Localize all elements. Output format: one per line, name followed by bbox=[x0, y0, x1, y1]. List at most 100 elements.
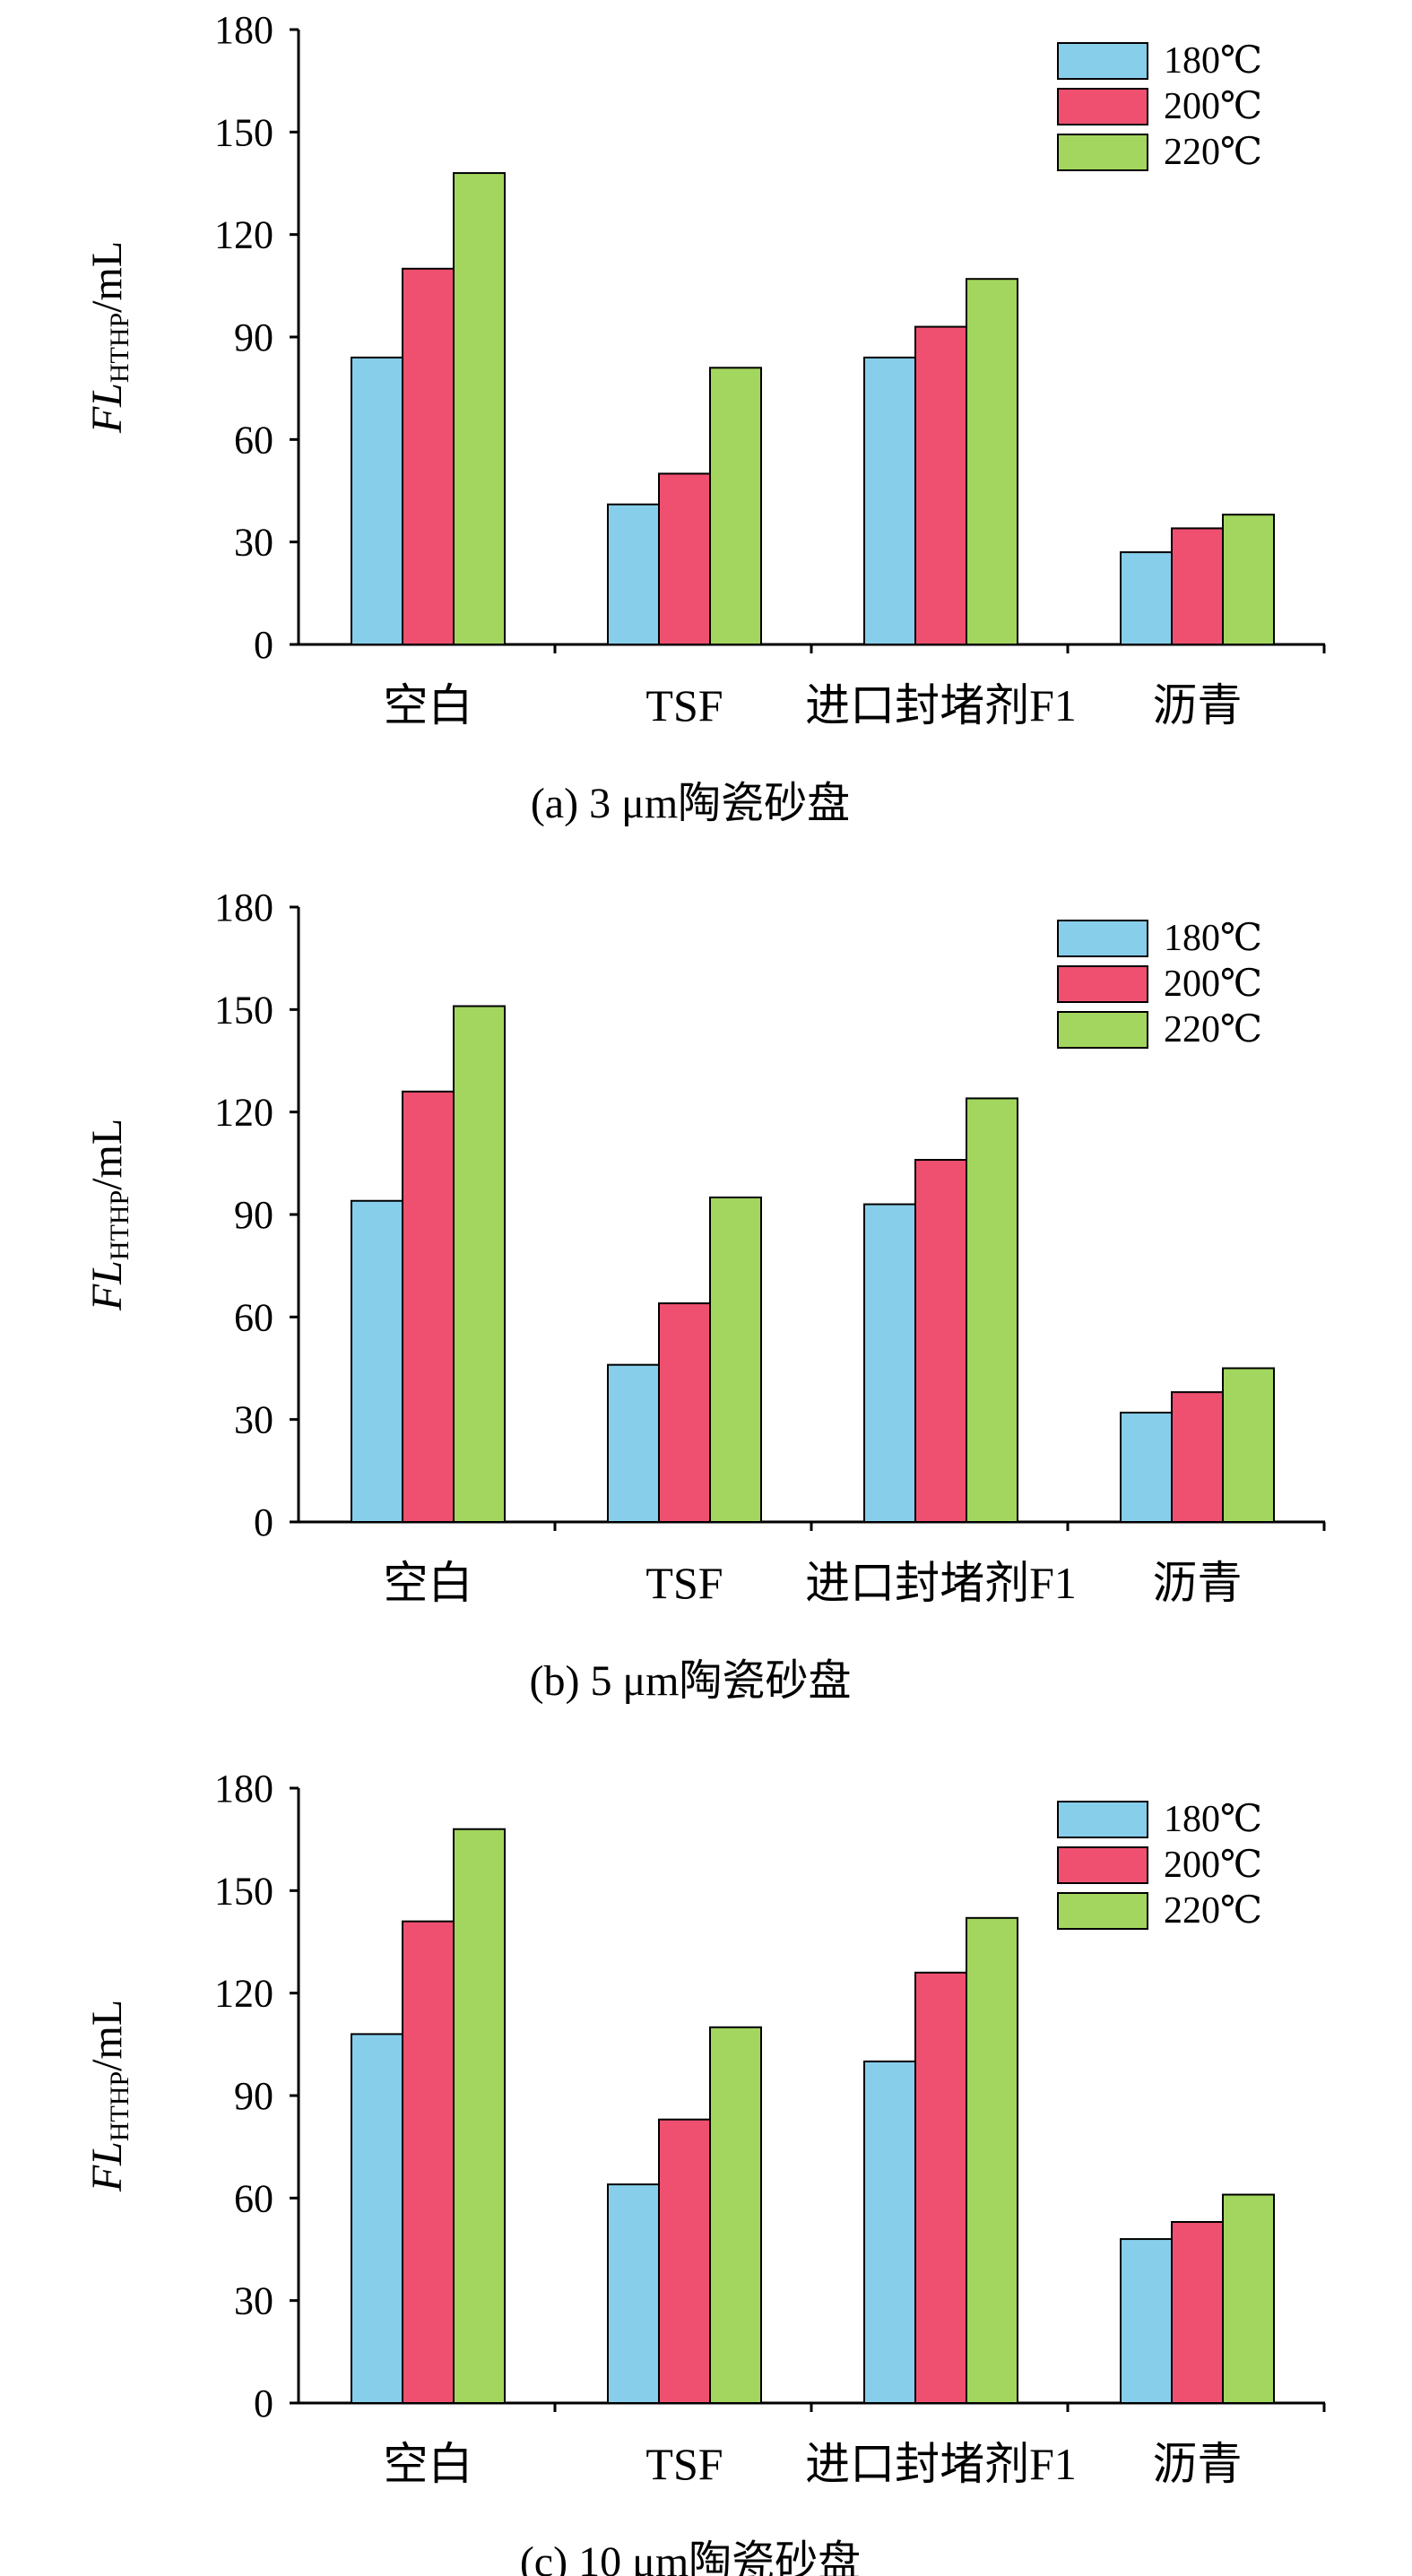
bar-4-series-2 bbox=[1171, 2221, 1224, 2405]
bar-3-series-3 bbox=[966, 1916, 1018, 2405]
legend-swatch bbox=[1057, 1846, 1148, 1884]
legend-swatch bbox=[1057, 965, 1148, 1003]
legend-swatch bbox=[1057, 920, 1148, 957]
y-tick-label: 90 bbox=[234, 1193, 273, 1237]
y-axis-label: FLHTHP/mL bbox=[83, 241, 134, 434]
bar-1-series-2 bbox=[402, 1090, 455, 1524]
category-label: 空白 bbox=[384, 680, 473, 730]
bar-3-series-3 bbox=[966, 1097, 1018, 1524]
category-label: 进口封堵剂F1 bbox=[805, 2439, 1077, 2489]
bar-4-series-3 bbox=[1222, 2193, 1275, 2404]
legend-swatch bbox=[1057, 1892, 1148, 1930]
bar-2-series-3 bbox=[709, 2026, 762, 2405]
y-tick-label: 180 bbox=[214, 8, 273, 52]
y-axis-label-main: FL bbox=[83, 1260, 131, 1311]
y-tick-label: 30 bbox=[234, 2279, 273, 2323]
legend-swatch bbox=[1057, 88, 1148, 125]
y-tick-label: 60 bbox=[234, 418, 273, 462]
bar-4-series-3 bbox=[1222, 514, 1275, 646]
bar-4-series-1 bbox=[1120, 551, 1173, 645]
bar-3-series-2 bbox=[914, 325, 967, 645]
legend-label: 220℃ bbox=[1164, 1009, 1262, 1050]
bar-3-series-2 bbox=[914, 1159, 967, 1523]
y-tick-label: 120 bbox=[214, 1091, 273, 1135]
bar-1-series-3 bbox=[453, 1828, 506, 2404]
legend-label: 200℃ bbox=[1164, 86, 1262, 127]
bar-2-series-1 bbox=[607, 2183, 660, 2404]
category-label: 沥青 bbox=[1153, 2439, 1243, 2489]
y-axis-label-main: FL bbox=[83, 2141, 131, 2192]
chart-panel-2: 0 30 60 90 120 150 180 空白 TSF 进口封堵剂F1 沥青 180℃ 200℃22… bbox=[83, 886, 1326, 1705]
y-axis-label-unit: /mL bbox=[83, 2000, 131, 2071]
bar-4-series-2 bbox=[1171, 527, 1224, 646]
y-tick-label: 30 bbox=[234, 521, 273, 565]
y-tick-label: 120 bbox=[214, 213, 273, 257]
y-axis-label-unit: /mL bbox=[83, 1119, 131, 1190]
bar-3-series-2 bbox=[914, 1971, 967, 2405]
category-label: 空白 bbox=[384, 2439, 473, 2489]
bar-4-series-2 bbox=[1171, 1391, 1224, 1523]
bar-3-series-1 bbox=[863, 356, 916, 645]
bar-2-series-1 bbox=[607, 503, 660, 645]
y-axis-label-unit: /mL bbox=[83, 241, 131, 313]
bar-2-series-2 bbox=[658, 2118, 711, 2404]
category-label: 空白 bbox=[384, 1558, 473, 1608]
y-axis-label-sub: HTHP bbox=[105, 313, 134, 383]
y-tick-label: 90 bbox=[234, 316, 273, 359]
y-tick-label: 120 bbox=[214, 1972, 273, 2016]
y-axis-label: FLHTHP/mL bbox=[83, 1119, 134, 1311]
legend-label: 200℃ bbox=[1164, 1845, 1262, 1886]
category-label: 进口封堵剂F1 bbox=[805, 1558, 1077, 1608]
y-tick-label: 0 bbox=[254, 2382, 273, 2425]
y-tick-label: 0 bbox=[254, 1500, 273, 1544]
y-tick-label: 90 bbox=[234, 2074, 273, 2118]
category-label: TSF bbox=[645, 1558, 723, 1608]
y-axis-label: FLHTHP/mL bbox=[83, 2000, 134, 2192]
bar-1-series-3 bbox=[453, 172, 506, 646]
legend-label: 180℃ bbox=[1164, 1799, 1262, 1840]
category-label: 沥青 bbox=[1153, 680, 1243, 730]
y-axis-label-sub: HTHP bbox=[105, 1190, 134, 1260]
legend-swatch bbox=[1057, 42, 1148, 80]
legend-label: 220℃ bbox=[1164, 132, 1262, 173]
y-tick-label: 0 bbox=[254, 623, 273, 667]
y-tick-label: 150 bbox=[214, 988, 273, 1032]
legend-label: 220℃ bbox=[1164, 1890, 1262, 1932]
y-tick-label: 60 bbox=[234, 2176, 273, 2220]
panel-caption: (a) 3 μm陶瓷砂盘 bbox=[531, 780, 850, 827]
legend-swatch bbox=[1057, 1011, 1148, 1049]
bar-3-series-3 bbox=[966, 278, 1018, 645]
y-tick-label: 180 bbox=[214, 886, 273, 929]
bar-2-series-3 bbox=[709, 367, 762, 645]
bar-2-series-3 bbox=[709, 1196, 762, 1523]
y-tick-label: 150 bbox=[214, 110, 273, 154]
y-axis-label-main: FL bbox=[83, 383, 131, 434]
panel-caption: (c) 10 μm陶瓷砂盘 bbox=[520, 2538, 861, 2576]
panel-caption: (b) 5 μm陶瓷砂盘 bbox=[529, 1657, 851, 1705]
bar-1-series-1 bbox=[351, 2033, 403, 2404]
bar-1-series-1 bbox=[351, 356, 403, 645]
bar-1-series-1 bbox=[351, 1199, 403, 1524]
bar-4-series-3 bbox=[1222, 1367, 1275, 1523]
legend-swatch bbox=[1057, 1801, 1148, 1838]
legend-label: 180℃ bbox=[1164, 918, 1262, 959]
legend-label: 180℃ bbox=[1164, 40, 1262, 82]
bar-4-series-1 bbox=[1120, 2238, 1173, 2404]
bar-2-series-2 bbox=[658, 1302, 711, 1523]
category-label: TSF bbox=[645, 2439, 723, 2489]
bar-3-series-1 bbox=[863, 2060, 916, 2405]
chart-panel-3: 0 30 60 90 120 150 180 空白 TSF 进口封堵剂F1 沥青 180℃ 200℃22… bbox=[83, 1767, 1326, 2576]
category-label: 沥青 bbox=[1153, 1558, 1243, 1608]
bar-2-series-2 bbox=[658, 472, 711, 646]
y-tick-label: 30 bbox=[234, 1398, 273, 1442]
category-label: TSF bbox=[645, 680, 723, 730]
bar-3-series-1 bbox=[863, 1203, 916, 1523]
y-axis-label-sub: HTHP bbox=[105, 2071, 134, 2141]
y-tick-label: 150 bbox=[214, 1869, 273, 1913]
category-label: 进口封堵剂F1 bbox=[805, 680, 1077, 730]
y-tick-label: 180 bbox=[214, 1767, 273, 1811]
bar-4-series-1 bbox=[1120, 1412, 1173, 1523]
y-tick-label: 60 bbox=[234, 1295, 273, 1339]
